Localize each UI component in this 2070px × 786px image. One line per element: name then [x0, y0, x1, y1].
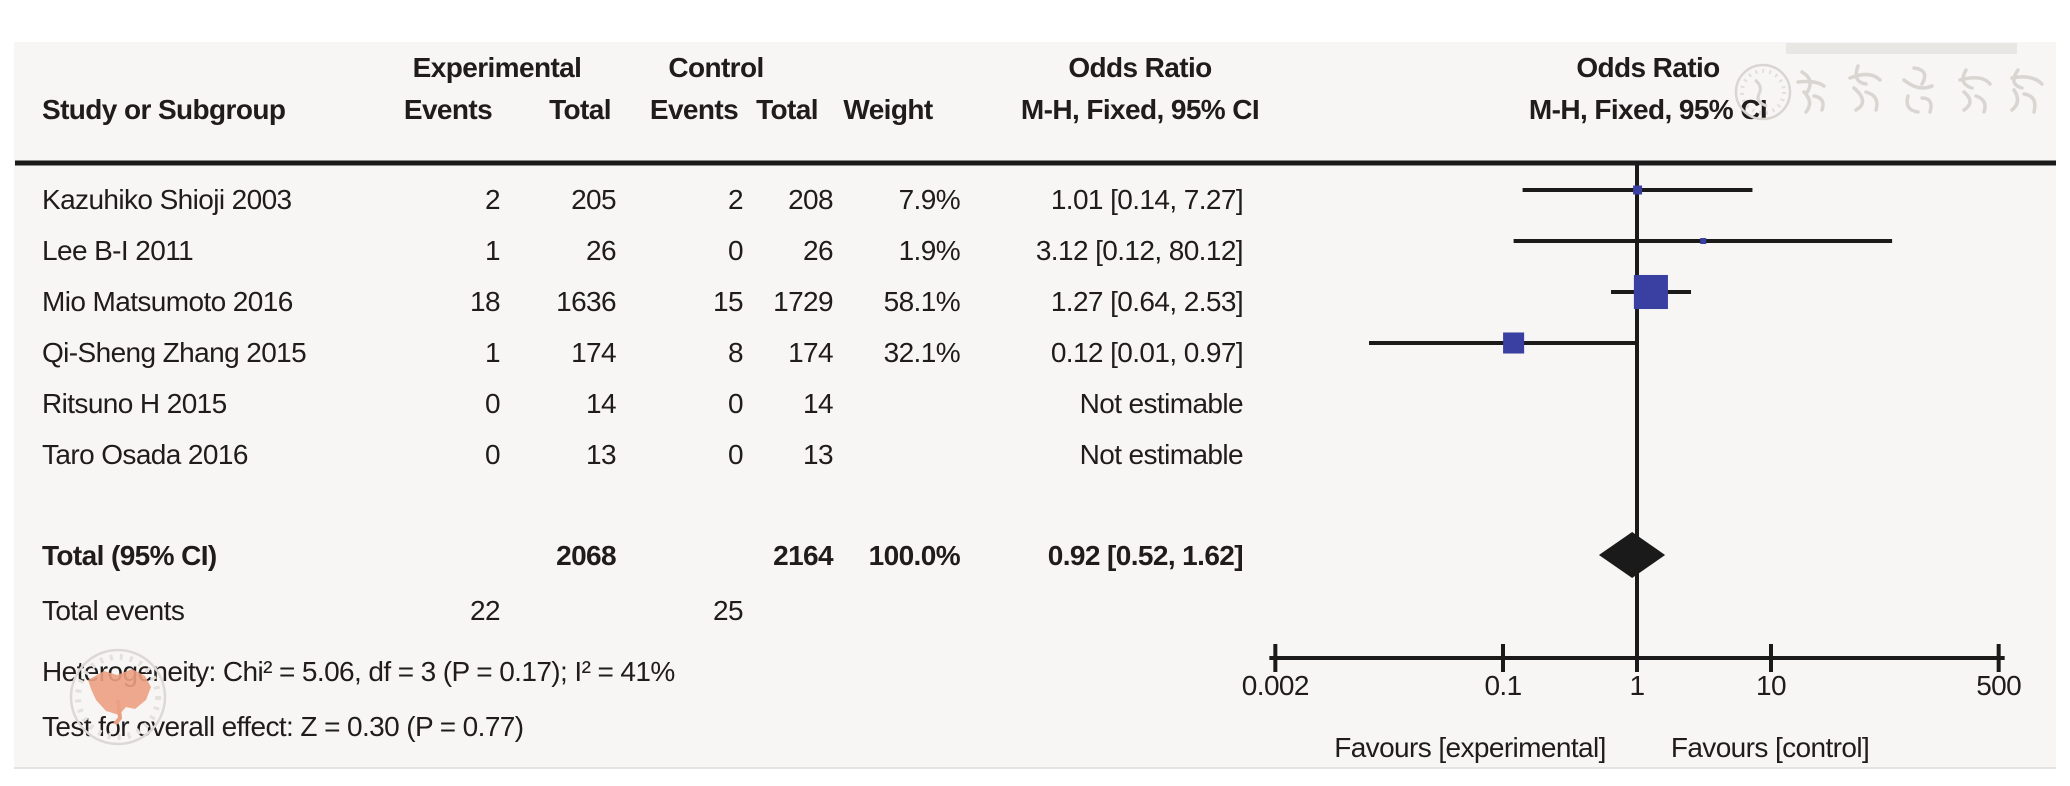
- table-cell: 0: [728, 388, 744, 419]
- odds-ratio-column-title: Odds Ratio: [1068, 52, 1212, 83]
- table-cell: Not estimable: [1079, 388, 1244, 419]
- table-cell: 0.12 [0.01, 0.97]: [1050, 337, 1244, 368]
- favours-control-label: Favours [control]: [1670, 732, 1870, 763]
- axis-tick-label: 500: [1976, 670, 2022, 701]
- table-cell: 13: [803, 439, 834, 470]
- table-cell: 0: [728, 439, 744, 470]
- column-header-total-ctl: Total: [756, 94, 818, 125]
- odds-ratio-plot-title: Odds Ratio: [1576, 52, 1720, 83]
- table-cell: 26: [586, 235, 617, 266]
- table-cell: 1.01 [0.14, 7.27]: [1050, 184, 1244, 215]
- table-cell: Not estimable: [1079, 439, 1244, 470]
- study-name: Ritsuno H 2015: [42, 388, 227, 419]
- table-cell: 14: [803, 388, 834, 419]
- axis-tick-label: 1: [1629, 670, 1646, 701]
- table-cell: 208: [788, 184, 834, 215]
- total-or-ci: 0.92 [0.52, 1.62]: [1047, 540, 1244, 571]
- axis-tick-label: 0.1: [1484, 670, 1522, 701]
- table-cell: 174: [571, 337, 617, 368]
- table-cell: 18: [470, 286, 501, 317]
- axis-tick-label: 10: [1756, 670, 1787, 701]
- table-cell: 1729: [773, 286, 833, 317]
- table-cell: 1: [485, 337, 501, 368]
- favours-experimental-label: Favours [experimental]: [1334, 732, 1606, 763]
- total-row-label: Total (95% CI): [42, 540, 217, 571]
- column-header-total-exp: Total: [549, 94, 611, 125]
- study-name: Qi-Sheng Zhang 2015: [42, 337, 307, 368]
- study-name: Taro Osada 2016: [42, 439, 248, 470]
- axis-tick-label: 0.002: [1241, 670, 1310, 701]
- total-events-label: Total events: [42, 595, 185, 626]
- table-cell: 7.9%: [898, 184, 961, 215]
- table-cell: 0: [485, 439, 501, 470]
- study-name: Kazuhiko Shioji 2003: [42, 184, 292, 215]
- column-group-control: Control: [668, 52, 764, 83]
- table-cell: 1.9%: [898, 235, 961, 266]
- table-cell: 2: [485, 184, 501, 215]
- table-cell: 0: [728, 235, 744, 266]
- total-events-ctl: 25: [713, 595, 744, 626]
- table-cell: 13: [586, 439, 617, 470]
- table-cell: 2: [728, 184, 744, 215]
- column-header-study: Study or Subgroup: [42, 94, 286, 125]
- table-cell: 8: [728, 337, 744, 368]
- heterogeneity-stats: Heterogeneity: Chi² = 5.06, df = 3 (P = …: [42, 656, 675, 687]
- column-header-events-exp: Events: [403, 94, 493, 125]
- column-header-weight: Weight: [843, 94, 933, 125]
- table-cell: 15: [713, 286, 744, 317]
- column-header-events-ctl: Events: [649, 94, 739, 125]
- total-weight: 100.0%: [868, 540, 961, 571]
- total-events-exp: 22: [470, 595, 501, 626]
- scan-artifact-band: [1786, 43, 2017, 54]
- table-cell: 205: [571, 184, 617, 215]
- total-exp-n: 2068: [556, 540, 616, 571]
- table-cell: 174: [788, 337, 834, 368]
- study-name: Lee B-I 2011: [42, 235, 194, 266]
- table-cell: 0: [485, 388, 501, 419]
- column-group-experimental: Experimental: [412, 52, 582, 83]
- table-cell: 14: [586, 388, 617, 419]
- table-cell: 1.27 [0.64, 2.53]: [1050, 286, 1244, 317]
- table-cell: 3.12 [0.12, 80.12]: [1035, 235, 1244, 266]
- total-ctl-n: 2164: [773, 540, 833, 571]
- column-header-method: M-H, Fixed, 95% CI: [1020, 94, 1260, 125]
- table-cell: 58.1%: [883, 286, 961, 317]
- table-cell: 1: [485, 235, 501, 266]
- table-cell: 26: [803, 235, 834, 266]
- study-name: Mio Matsumoto 2016: [42, 286, 293, 317]
- plot-header-method: M-H, Fixed, 95% CI: [1528, 94, 1768, 125]
- overall-effect-stats: Test for overall effect: Z = 0.30 (P = 0…: [42, 711, 524, 742]
- table-cell: 32.1%: [883, 337, 961, 368]
- table-cell: 1636: [556, 286, 616, 317]
